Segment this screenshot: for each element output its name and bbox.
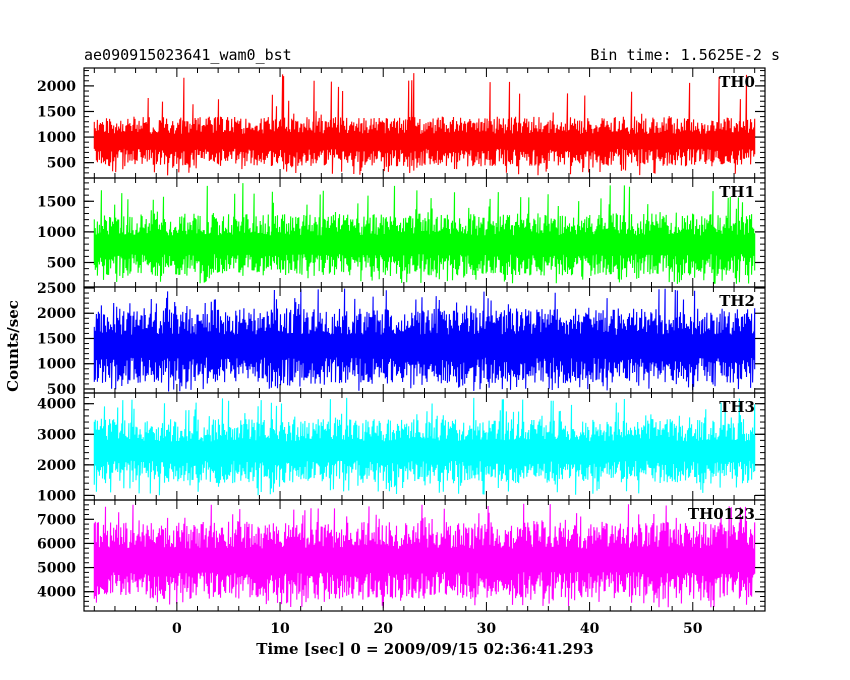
panel-label-th2: TH2 [719,292,755,310]
y-tick-label: 6000 [37,536,76,552]
panel-th2: 500 1000 1500 2000 2500 TH2 [37,281,766,398]
x-axis-label: Time [sec] 0 = 2009/09/15 02:36:41.293 [256,640,593,658]
x-tick-label: 50 [683,621,703,637]
panel-th1: 500 1000 1500 TH1 [37,177,766,288]
panel-th0123: 4000 5000 6000 7000 TH0123 [37,499,766,612]
x-tick-label: 0 [172,621,182,637]
y-tick-label: 500 [47,382,76,398]
series-th0-line [93,73,756,176]
series-th1-line [93,183,756,284]
y-tick-label: 1000 [37,225,76,241]
y-tick-label: 2000 [37,306,76,322]
panel-th3: 1000 2000 3000 4000 TH3 [37,392,766,504]
series-th3-line [93,397,756,496]
y-tick-label: 500 [47,256,76,272]
series-th0123-line [93,503,756,609]
x-tick-label: 30 [477,621,497,637]
header-right-title: Bin time: 1.5625E-2 s [590,46,780,64]
y-tick-label: 4000 [37,585,76,601]
x-tick-label: 20 [373,621,393,637]
y-tick-label: 500 [47,156,76,172]
y-tick-label: 1500 [37,104,76,120]
panel-label-th0: TH0 [719,73,755,91]
series-th2-line [93,288,756,392]
y-axis-label: Counts/sec [4,300,22,392]
y-tick-label: 1000 [37,488,76,504]
y-tick-label: 7000 [37,512,76,528]
panel-label-th0123: TH0123 [688,505,755,523]
panel-label-th3: TH3 [719,398,755,416]
y-tick-label: 1000 [37,130,76,146]
x-tick-label: 10 [270,621,290,637]
y-tick-label: 3000 [37,427,76,443]
x-tick-label: 40 [580,621,600,637]
y-tick-label: 1500 [37,194,76,210]
y-tick-label: 2500 [37,281,76,297]
y-tick-label: 5000 [37,561,76,577]
y-tick-label: 2000 [37,458,76,474]
header-left-title: ae090915023641_wam0_bst [84,46,292,64]
panel-label-th1: TH1 [719,183,755,201]
y-tick-label: 4000 [37,397,76,413]
y-tick-label: 1000 [37,357,76,373]
y-tick-label: 2000 [37,79,76,95]
panel-th0: 500 1000 1500 2000 TH0 [37,67,766,179]
y-tick-label: 1500 [37,331,76,347]
